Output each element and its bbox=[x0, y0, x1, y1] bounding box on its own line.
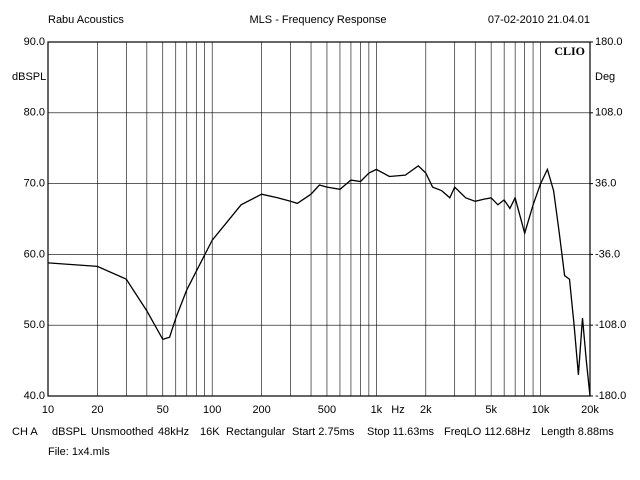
header-right: 07-02-2010 21.04.01 bbox=[488, 14, 590, 26]
file-name: File: 1x4.mls bbox=[48, 446, 110, 458]
y2-tick-label: 180.0 bbox=[595, 36, 623, 48]
info-item: Start 2.75ms bbox=[292, 426, 355, 438]
x-tick-label: 10k bbox=[532, 404, 550, 416]
x-axis-label: Hz bbox=[391, 404, 404, 416]
info-item: Stop 11.63ms bbox=[367, 426, 435, 438]
y-tick-label: 90.0 bbox=[24, 36, 45, 48]
info-item: Rectangular bbox=[226, 426, 286, 438]
x-tick-label: 20 bbox=[91, 404, 103, 416]
x-tick-label: 10 bbox=[42, 404, 54, 416]
x-tick-label: 20k bbox=[581, 404, 599, 416]
x-tick-label: 50 bbox=[157, 404, 169, 416]
y-tick-label: 60.0 bbox=[24, 248, 45, 260]
header-left: Rabu Acoustics bbox=[48, 14, 124, 26]
info-item: dBSPL bbox=[52, 426, 86, 438]
info-item: 48kHz bbox=[158, 426, 189, 438]
y-tick-label: 80.0 bbox=[24, 107, 45, 119]
info-item: Unsmoothed bbox=[91, 426, 153, 438]
y-tick-label: 70.0 bbox=[24, 178, 45, 190]
x-tick-label: 500 bbox=[318, 404, 336, 416]
info-item: CH A bbox=[12, 426, 38, 438]
y-axis-label: dBSPL bbox=[12, 71, 46, 83]
y2-tick-label: -36.0 bbox=[595, 248, 620, 260]
x-tick-label: 100 bbox=[203, 404, 221, 416]
x-tick-label: 5k bbox=[485, 404, 497, 416]
x-tick-label: 1k bbox=[371, 404, 383, 416]
y-tick-label: 40.0 bbox=[24, 390, 45, 402]
y2-tick-label: -180.0 bbox=[595, 390, 626, 402]
y2-tick-label: -108.0 bbox=[595, 319, 626, 331]
y-tick-label: 50.0 bbox=[24, 319, 45, 331]
plot-border bbox=[47, 41, 591, 397]
x-tick-label: 200 bbox=[252, 404, 270, 416]
chart-title: MLS - Frequency Response bbox=[250, 14, 387, 26]
y2-tick-label: 36.0 bbox=[595, 178, 616, 190]
info-item: 16K bbox=[200, 426, 220, 438]
info-item: Length 8.88ms bbox=[541, 426, 614, 438]
info-item: FreqLO 112.68Hz bbox=[444, 426, 531, 438]
y2-tick-label: 108.0 bbox=[595, 107, 623, 119]
x-tick-label: 2k bbox=[420, 404, 432, 416]
brand: CLIO bbox=[554, 44, 585, 58]
y2-axis-label: Deg bbox=[595, 71, 615, 83]
response-line bbox=[47, 165, 591, 397]
